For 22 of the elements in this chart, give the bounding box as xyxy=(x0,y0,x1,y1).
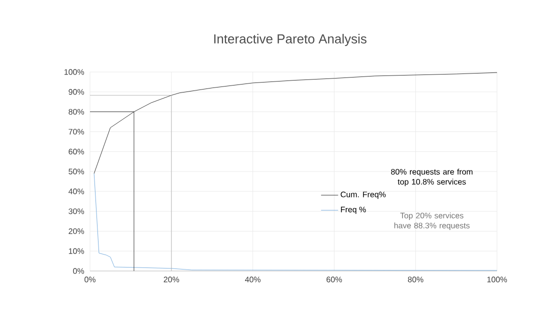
y-tick-label: 80% xyxy=(68,108,84,115)
annotation: 80% requests are from top 10.8% services xyxy=(391,168,472,186)
y-tick-label: 60% xyxy=(68,148,84,154)
y-tick-label: 20% xyxy=(68,228,84,234)
annotation: Top 20% services have 88.3% requests xyxy=(394,212,470,230)
y-tick-label: 30% xyxy=(68,208,84,214)
x-tick-label: 20% xyxy=(164,276,180,282)
x-tick-label: 100% xyxy=(487,276,507,282)
y-tick-label: 100% xyxy=(64,69,84,75)
y-tick-label: 0% xyxy=(73,268,84,274)
x-tick-label: 40% xyxy=(244,276,261,282)
legend-label: Freq % xyxy=(341,206,366,214)
y-tick-label: 70% xyxy=(68,128,84,135)
chart-title: Interactive Pareto Analysis xyxy=(214,34,366,46)
x-tick-label: 80% xyxy=(408,276,424,282)
y-tick-label: 90% xyxy=(68,89,84,95)
y-tick-label: 10% xyxy=(68,248,84,254)
y-tick-label: 50% xyxy=(68,168,84,174)
x-tick-label: 60% xyxy=(326,276,342,282)
x-tick-label: 0% xyxy=(84,276,96,282)
legend-label: Cum. Freq% xyxy=(340,192,386,199)
y-tick-label: 40% xyxy=(68,188,84,194)
